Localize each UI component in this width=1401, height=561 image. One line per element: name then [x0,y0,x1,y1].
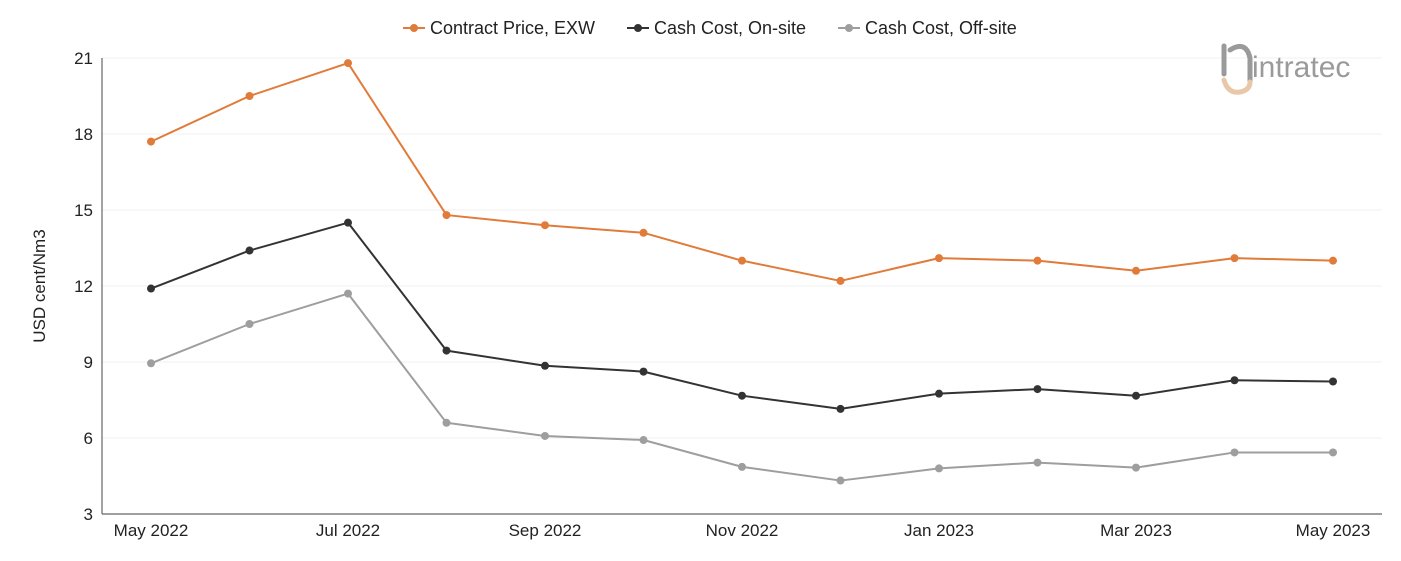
data-point [1033,385,1042,394]
data-point [245,246,254,255]
data-point [935,389,943,398]
x-tick-label: May 2022 [114,521,189,540]
y-axis-title: USD cent/Nm3 [30,229,49,342]
x-tick-label: Mar 2023 [1100,521,1172,540]
legend-item: Contract Price, EXW [403,18,595,38]
legend: Contract Price, EXW Cash Cost, On-site Cas… [403,18,1017,38]
logo-text: intratec [1252,51,1350,84]
data-point [442,346,451,355]
data-point [1132,391,1140,400]
legend-item: Cash Cost, On-site [627,18,806,38]
grid [102,57,1382,439]
data-point [344,59,352,68]
x-tick-label: May 2023 [1296,521,1371,540]
y-tick-label: 9 [84,353,93,372]
data-point [541,431,549,440]
x-tick-label: Sep 2022 [509,521,582,540]
data-point [147,137,155,146]
y-tick-label: 3 [84,505,93,524]
data-point [344,218,352,227]
data-point [738,391,746,400]
x-tick-label: Jan 2023 [904,521,974,540]
data-point [935,254,943,263]
legend-label: Cash Cost, On-site [654,18,806,38]
data-point [836,404,845,413]
series-line [150,292,1333,482]
y-tick-label: 18 [74,125,93,144]
y-tick-label: 15 [74,201,93,220]
series-layer [147,59,1337,485]
data-point [442,418,451,427]
x-tick-label: Jul 2022 [316,521,380,540]
legend-label: Cash Cost, Off-site [865,18,1017,38]
y-tick-label: 12 [74,277,93,296]
data-point [836,276,845,285]
data-point [1230,254,1239,263]
data-point [147,359,155,368]
data-point [1230,448,1239,457]
axes: 3 6 9 12 15 18 21 May 2022 Jul 2022 Sep 2022 Nov 2… [30,49,1382,540]
data-point [1033,256,1042,265]
legend-marker [410,24,418,32]
series-line [150,221,1334,410]
data-point [1230,376,1239,385]
legend-marker [634,24,642,32]
data-point [639,367,648,376]
data-point [1329,448,1337,457]
data-point [1033,458,1042,467]
data-point [1329,377,1337,386]
data-point [738,462,746,471]
x-tick-label: Nov 2022 [706,521,779,540]
legend-item: Cash Cost, Off-site [838,18,1017,38]
legend-marker [845,24,853,32]
series-0 [147,59,1337,285]
data-point [1132,266,1140,275]
data-point [442,211,451,220]
data-point [639,228,648,237]
data-point [245,320,254,328]
data-point [639,436,648,445]
legend-label: Contract Price, EXW [430,18,595,38]
data-point [541,221,549,230]
series-line [150,62,1334,282]
data-point [738,256,746,265]
data-point [1132,463,1140,472]
logo-mark-icon [1221,43,1253,95]
data-point [836,476,845,485]
series-2 [147,289,1337,485]
y-tick-label: 6 [84,429,93,448]
data-point [1329,256,1337,265]
intratec-logo: intratec [1221,43,1350,95]
data-point [541,361,549,370]
y-tick-label: 21 [74,49,93,68]
data-point [147,284,155,293]
data-point [245,92,254,100]
series-1 [147,218,1337,413]
data-point [935,464,943,473]
data-point [344,289,352,298]
